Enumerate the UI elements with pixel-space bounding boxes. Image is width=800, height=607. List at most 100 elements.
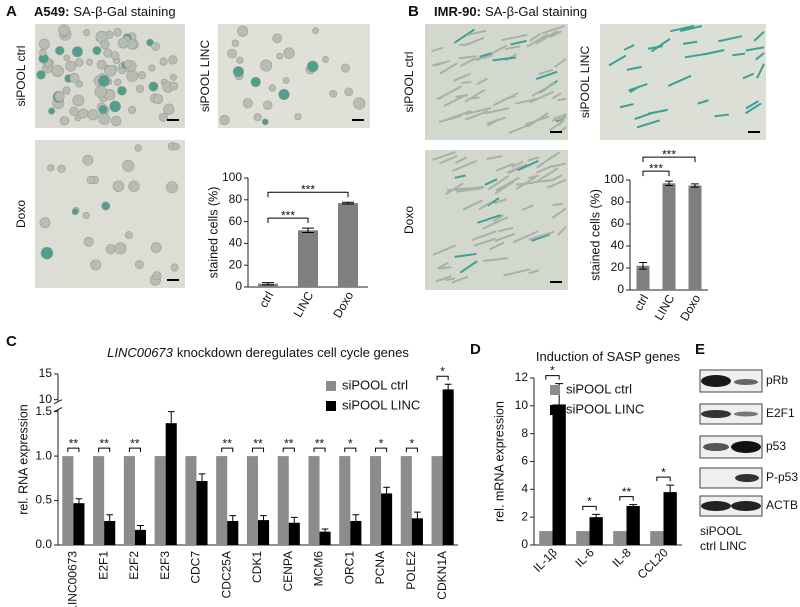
x-tick-label: CDC7 bbox=[189, 551, 203, 584]
error-bar bbox=[321, 528, 329, 535]
cell bbox=[283, 47, 295, 59]
significance-label: * bbox=[587, 495, 592, 509]
cell bbox=[69, 73, 80, 84]
x-tick-label: CDKN1A bbox=[435, 551, 449, 600]
cell bbox=[552, 202, 563, 207]
micrograph bbox=[35, 140, 185, 288]
cell bbox=[276, 52, 283, 60]
cell bbox=[483, 257, 508, 262]
significance-bracket bbox=[98, 447, 111, 453]
cell bbox=[231, 39, 240, 47]
error-bar bbox=[262, 282, 274, 286]
bar bbox=[62, 456, 74, 545]
cell bbox=[71, 208, 79, 216]
significance-label: *** bbox=[281, 208, 295, 222]
cell bbox=[528, 174, 539, 180]
significance-bracket bbox=[436, 375, 449, 381]
y-tick-label: 80 bbox=[611, 194, 625, 208]
band bbox=[701, 501, 731, 511]
y-tick-label: 6 bbox=[521, 454, 528, 468]
western-blot bbox=[699, 369, 763, 517]
cell bbox=[650, 38, 671, 53]
axis-break bbox=[53, 399, 63, 405]
panel-heading: A549: SA-β-Gal staining bbox=[34, 4, 176, 19]
significance-bracket bbox=[251, 447, 265, 453]
cell bbox=[495, 162, 515, 172]
cell bbox=[134, 144, 142, 152]
cell bbox=[527, 156, 540, 162]
cell bbox=[497, 227, 514, 233]
cell bbox=[446, 187, 469, 192]
bar bbox=[196, 480, 208, 545]
cell bbox=[557, 226, 567, 236]
cell bbox=[552, 92, 562, 100]
cell bbox=[278, 88, 290, 101]
cell bbox=[512, 230, 539, 244]
cell bbox=[438, 266, 452, 270]
y-tick-label: 20 bbox=[611, 260, 625, 274]
panel-label: D bbox=[470, 341, 481, 358]
cell bbox=[170, 73, 177, 81]
cell bbox=[745, 102, 762, 115]
cell bbox=[329, 89, 338, 98]
bar bbox=[539, 531, 553, 545]
error-bar bbox=[302, 227, 314, 233]
cell bbox=[454, 174, 466, 179]
y-tick-label: 0 bbox=[521, 537, 528, 551]
significance-label: *** bbox=[662, 147, 676, 161]
cell bbox=[36, 70, 46, 80]
significance-bracket bbox=[67, 447, 80, 453]
cell bbox=[268, 84, 276, 92]
cell bbox=[219, 114, 230, 126]
cell bbox=[553, 113, 567, 120]
cell bbox=[489, 241, 505, 251]
cell bbox=[551, 116, 567, 122]
cell bbox=[125, 231, 133, 239]
cell bbox=[506, 165, 521, 174]
significance-label: ** bbox=[69, 436, 79, 450]
cell bbox=[75, 80, 83, 88]
legend-swatch bbox=[550, 385, 560, 395]
cell bbox=[263, 100, 273, 110]
y-tick-label: 100 bbox=[222, 170, 242, 184]
y-tick-label: 0.5 bbox=[35, 493, 52, 507]
cell bbox=[340, 63, 350, 73]
y-tick-label: 0 bbox=[235, 279, 242, 293]
significance-label: *** bbox=[301, 182, 315, 196]
x-tick-label: IL-6 bbox=[572, 545, 597, 570]
bar bbox=[589, 517, 603, 545]
cell bbox=[472, 53, 492, 62]
cell-line: A549: bbox=[34, 4, 69, 19]
cell bbox=[454, 156, 467, 165]
cell bbox=[128, 180, 140, 192]
error-bar bbox=[629, 504, 638, 508]
legend-swatch bbox=[326, 401, 336, 411]
cell bbox=[58, 24, 70, 37]
bar bbox=[123, 456, 135, 545]
cell bbox=[541, 25, 566, 35]
cell bbox=[453, 72, 471, 82]
bar bbox=[165, 423, 177, 545]
bar bbox=[227, 520, 239, 545]
legend-label: siPOOL ctrl bbox=[342, 377, 408, 392]
legend-swatch bbox=[326, 381, 336, 391]
bar bbox=[308, 456, 320, 545]
significance-label: ** bbox=[253, 436, 263, 450]
cell bbox=[62, 86, 71, 95]
x-tick-label: CENPA bbox=[281, 551, 295, 591]
title-text: knockdown deregulates cell cycle genes bbox=[177, 345, 409, 360]
cell bbox=[152, 271, 162, 281]
x-tick-label: Doxo bbox=[330, 289, 356, 321]
cell bbox=[536, 151, 561, 169]
cell bbox=[531, 233, 551, 242]
cell bbox=[38, 38, 50, 50]
bar bbox=[552, 404, 566, 545]
band bbox=[701, 410, 731, 418]
cell bbox=[439, 62, 458, 75]
cell bbox=[467, 29, 487, 36]
cell bbox=[122, 159, 135, 172]
cell bbox=[521, 204, 534, 212]
cell bbox=[505, 45, 521, 51]
cell bbox=[69, 106, 79, 117]
error-bar bbox=[352, 514, 360, 528]
